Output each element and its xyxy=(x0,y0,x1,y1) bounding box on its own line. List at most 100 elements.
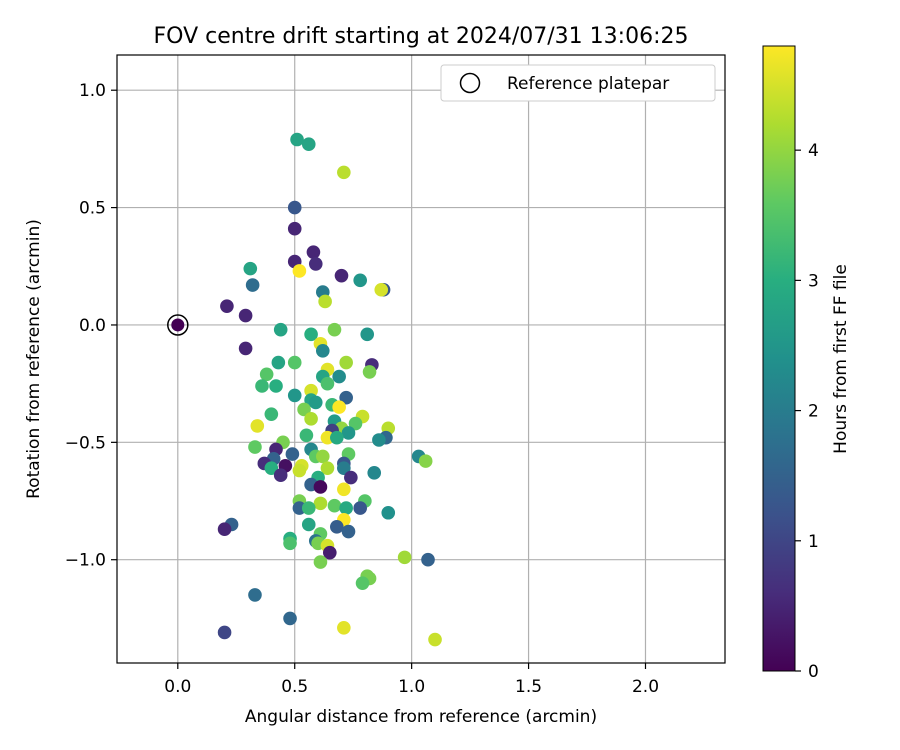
scatter-point xyxy=(301,517,316,532)
scatter-point xyxy=(332,369,346,384)
scatter-point xyxy=(238,308,253,323)
scatter-point xyxy=(330,430,344,445)
colorbar-tick-label: 3 xyxy=(808,271,819,291)
scatter-point xyxy=(339,501,353,515)
y-tick-label: 1.0 xyxy=(79,81,106,101)
reference-platepar-marker xyxy=(167,314,189,336)
scatter-point xyxy=(285,447,300,461)
scatter-point xyxy=(330,520,344,534)
scatter-point xyxy=(320,461,335,475)
scatter-point xyxy=(308,395,323,410)
scatter-point xyxy=(283,536,297,551)
scatter-point xyxy=(418,454,433,468)
legend-marker-icon xyxy=(459,72,481,94)
scatter-point xyxy=(341,426,356,440)
y-tick-label: −1.0 xyxy=(65,551,106,571)
scatter-point xyxy=(339,390,353,405)
scatter-point xyxy=(220,299,234,313)
scatter-point xyxy=(264,461,279,475)
scatter-point xyxy=(217,625,232,640)
x-tick-label: 0.5 xyxy=(281,677,308,697)
y-tick-label: −0.5 xyxy=(65,433,106,453)
scatter-point xyxy=(304,383,318,398)
scatter-point xyxy=(304,327,318,342)
scatter-point xyxy=(313,555,328,569)
scatter-point xyxy=(308,257,323,271)
scatter-point xyxy=(238,341,253,356)
y-tick-label: 0.5 xyxy=(79,199,106,219)
scatter-point xyxy=(315,343,330,358)
scatter-point xyxy=(273,322,288,337)
scatter-point xyxy=(301,501,316,515)
scatter-point xyxy=(313,480,328,494)
y-axis-ticks: −1.0 −0.5 0.0 0.5 1.0 xyxy=(65,81,117,571)
scatter-point xyxy=(428,632,442,647)
colorbar-label: Hours from first FF file xyxy=(831,264,851,454)
scatter-point xyxy=(290,132,304,147)
scatter-point xyxy=(360,327,375,342)
colorbar: 0 1 2 3 4 Hours from first FF file xyxy=(762,45,851,682)
scatter-point xyxy=(250,419,265,433)
scatter-point xyxy=(248,588,262,602)
scatter-point xyxy=(299,428,314,443)
scatter-point xyxy=(362,365,377,379)
reference-point-fill xyxy=(171,318,185,332)
scatter-point xyxy=(217,522,232,536)
scatter-point xyxy=(341,524,356,539)
scatter-point xyxy=(304,412,318,426)
colorbar-tick-label: 1 xyxy=(808,532,819,552)
scatter-point xyxy=(348,416,363,431)
scatter-point xyxy=(337,482,351,497)
scatter-point xyxy=(306,245,321,259)
x-tick-label: 0.0 xyxy=(164,677,191,697)
legend: Reference platepar xyxy=(440,64,716,102)
scatter-points xyxy=(217,132,442,647)
scatter-point xyxy=(301,137,316,152)
scatter-point xyxy=(315,449,330,464)
scatter-point xyxy=(320,430,335,445)
scatter-point xyxy=(381,505,396,520)
colorbar-ticks: 0 1 2 3 4 xyxy=(795,141,819,682)
scatter-point xyxy=(337,620,351,635)
scatter-point xyxy=(323,545,337,560)
scatter-point xyxy=(372,433,386,447)
scatter-point xyxy=(353,501,368,515)
y-tick-label: 0.0 xyxy=(79,316,106,336)
scatter-point xyxy=(353,273,368,288)
legend-box xyxy=(440,64,716,102)
scatter-point xyxy=(283,611,297,626)
colorbar-tick-label: 4 xyxy=(808,141,819,161)
scatter-point xyxy=(287,200,302,215)
scatter-point xyxy=(255,379,269,393)
scatter-point xyxy=(320,376,335,391)
x-tick-label: 2.0 xyxy=(632,677,659,697)
x-axis-label: Angular distance from reference (arcmin) xyxy=(245,707,597,727)
scatter-point xyxy=(337,165,351,180)
grid xyxy=(117,55,725,663)
scatter-point xyxy=(292,463,307,478)
y-axis-label: Rotation from reference (arcmin) xyxy=(24,219,44,499)
scatter-point xyxy=(287,355,302,370)
chart-title: FOV centre drift starting at 2024/07/31 … xyxy=(154,24,689,49)
scatter-point xyxy=(248,440,262,454)
scatter-point xyxy=(271,355,286,370)
scatter-point xyxy=(287,388,302,403)
reference-marker-group xyxy=(167,314,189,336)
scatter-point xyxy=(397,550,412,565)
scatter-point xyxy=(297,402,311,417)
scatter-point xyxy=(337,461,351,475)
scatter-point xyxy=(327,322,342,337)
scatter-point xyxy=(273,468,288,483)
scatter-point xyxy=(332,400,346,414)
x-axis-ticks: 0.0 0.5 1.0 1.5 2.0 xyxy=(164,663,659,697)
x-tick-label: 1.5 xyxy=(515,677,542,697)
scatter-point xyxy=(367,466,382,480)
scatter-point xyxy=(327,498,342,513)
scatter-point xyxy=(334,268,349,283)
scatter-point xyxy=(313,496,328,511)
colorbar-tick-label: 0 xyxy=(808,662,819,682)
scatter-point xyxy=(339,355,353,370)
colorbar-tick-label: 2 xyxy=(808,402,819,422)
scatter-point xyxy=(374,282,389,297)
scatter-point xyxy=(243,261,258,276)
